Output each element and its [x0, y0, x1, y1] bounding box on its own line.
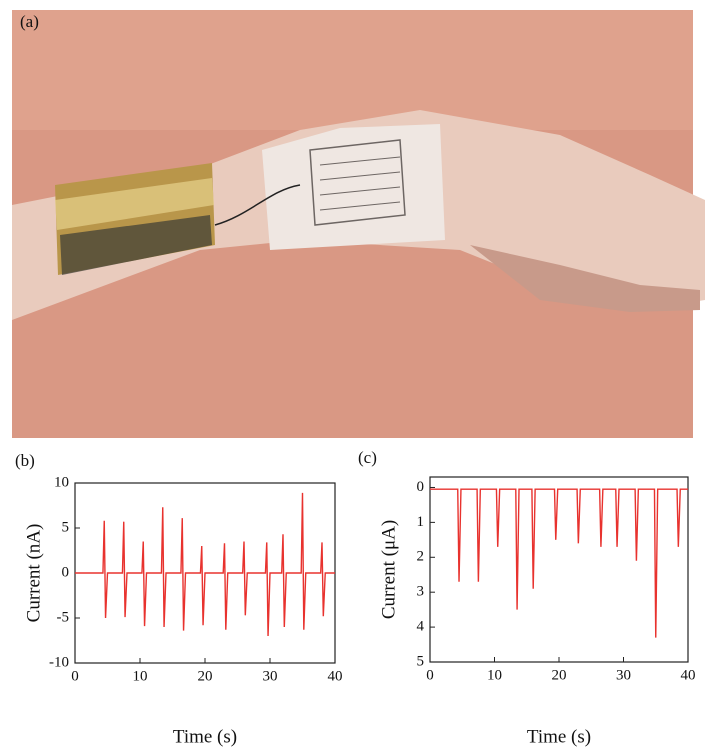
y-tick-label: 5 [62, 519, 70, 535]
y-tick-label: 0 [62, 564, 70, 580]
photo: (a) [12, 10, 705, 438]
y-axis-label: Current (nA) [23, 524, 44, 623]
y-tick-label: 10 [54, 474, 69, 490]
plot-frame [430, 477, 688, 662]
x-tick-label: 40 [681, 667, 696, 683]
y-tick-label: -5 [57, 609, 70, 625]
x-tick-label: 0 [426, 667, 434, 683]
panel-label: (a) [20, 12, 39, 31]
y-tick-label: -10 [49, 654, 69, 670]
y-tick-label: 4 [417, 619, 425, 635]
x-tick-label: 10 [133, 668, 148, 684]
y-axis-label: Current (μA) [378, 520, 399, 619]
data-line [430, 489, 688, 637]
x-tick-label: 0 [71, 668, 79, 684]
y-tick-label: 2 [417, 549, 425, 565]
x-tick-label: 10 [487, 667, 502, 683]
x-tick-label: 30 [616, 667, 631, 683]
x-axis-label: Time (s) [173, 726, 237, 747]
x-tick-label: 40 [328, 668, 343, 684]
x-tick-label: 20 [198, 668, 213, 684]
y-tick-label: 5 [417, 653, 425, 669]
x-axis-label: Time (s) [527, 726, 591, 747]
x-tick-label: 20 [552, 667, 567, 683]
data-line [75, 493, 335, 636]
y-tick-label: 0 [417, 479, 425, 495]
panel-label: (b) [15, 451, 35, 470]
y-tick-label: 3 [417, 584, 425, 600]
photo-background-light [12, 10, 693, 130]
panel-label: (c) [358, 448, 377, 467]
x-tick-label: 30 [263, 668, 278, 684]
figure: (a) (b)010203040-10-50510Time (s)Current… [0, 0, 705, 751]
y-tick-label: 1 [417, 514, 425, 530]
